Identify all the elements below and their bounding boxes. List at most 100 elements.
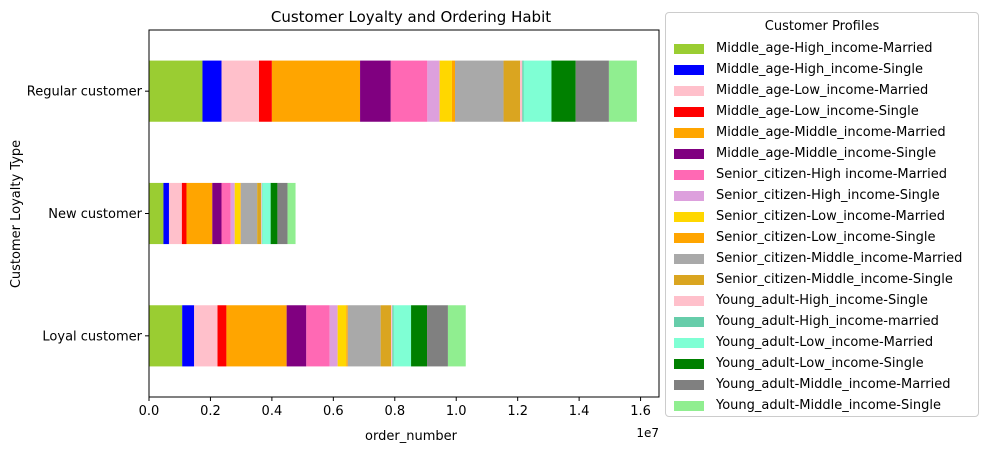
legend-swatch bbox=[674, 169, 704, 180]
legend-item: Young_adult-Low_income-Single bbox=[674, 353, 970, 374]
bar-segment bbox=[181, 182, 187, 245]
legend-swatch bbox=[674, 190, 704, 201]
legend-swatch bbox=[674, 106, 704, 117]
bar-segment bbox=[427, 60, 440, 122]
x-tick-label: 0.6 bbox=[323, 404, 344, 419]
legend-swatch bbox=[674, 85, 704, 96]
legend-label: Middle_age-High_income-Single bbox=[716, 62, 923, 77]
legend-item: Middle_age-Middle_income-Married bbox=[674, 122, 970, 143]
legend-label: Senior_citizen-Low_income-Married bbox=[716, 209, 946, 224]
legend-item: Young_adult-High_income-Single bbox=[674, 290, 970, 311]
legend-items: Middle_age-High_income-Married Middle_age… bbox=[674, 38, 970, 416]
legend-item: Senior_citizen-High income-Married bbox=[674, 164, 970, 185]
legend-label: Middle_age-High_income-Married bbox=[716, 41, 933, 56]
bar-segment bbox=[217, 305, 227, 367]
bar-segment bbox=[337, 305, 347, 367]
legend-label: Senior_citizen-High_income-Single bbox=[716, 188, 940, 203]
legend-swatch bbox=[674, 358, 704, 369]
bar-segment bbox=[257, 182, 262, 245]
bar-segment bbox=[149, 182, 164, 245]
bar-segment bbox=[347, 305, 381, 367]
bar-segment bbox=[329, 305, 338, 367]
legend-label: Young_adult-Low_income-Married bbox=[716, 335, 934, 350]
legend-swatch bbox=[674, 400, 704, 411]
x-tick-label: 0.4 bbox=[262, 404, 283, 419]
legend-label: Middle_age-Middle_income-Single bbox=[716, 146, 937, 161]
bar-segment bbox=[261, 182, 263, 245]
y-axis-label: Customer Loyalty Type bbox=[9, 140, 24, 288]
legend-item: Senior_citizen-Middle_income-Married bbox=[674, 248, 970, 269]
bar-segment bbox=[451, 60, 455, 122]
bar-segment bbox=[439, 60, 452, 122]
bar-segment bbox=[390, 60, 428, 122]
x-axis-label: order_number bbox=[365, 429, 458, 444]
legend-item: Young_adult-High_income-married bbox=[674, 311, 970, 332]
bar-segment bbox=[306, 305, 330, 367]
bar-segment bbox=[503, 60, 521, 122]
legend-label: Middle_age-Middle_income-Married bbox=[716, 125, 946, 140]
legend-swatch bbox=[674, 43, 704, 54]
legend-swatch bbox=[674, 295, 704, 306]
bar-segment bbox=[262, 182, 271, 245]
bar-segment bbox=[575, 60, 609, 122]
legend-label: Young_adult-High_income-married bbox=[716, 314, 939, 329]
bar-segment bbox=[608, 60, 637, 122]
x-tick-label: 1.6 bbox=[630, 404, 651, 419]
bar-segment bbox=[393, 305, 412, 367]
bar-segment bbox=[270, 182, 278, 245]
legend-label: Middle_age-Low_income-Married bbox=[716, 83, 929, 98]
bar-segment bbox=[240, 182, 258, 245]
legend-swatch bbox=[674, 379, 704, 390]
legend-swatch bbox=[674, 64, 704, 75]
x-axis: 0.0 0.2 0.4 0.6 0.8 1.0 1.2 1.4 1.6 bbox=[139, 397, 651, 419]
bar-segment bbox=[258, 60, 272, 122]
legend-label: Middle_age-Low_income-Single bbox=[716, 104, 919, 119]
bar-segment bbox=[230, 182, 235, 245]
legend-item: Middle_age-High_income-Married bbox=[674, 38, 970, 59]
x-tick-label: 0.2 bbox=[200, 404, 221, 419]
bar-segment bbox=[455, 60, 504, 122]
legend-label: Young_adult-High_income-Single bbox=[716, 293, 928, 308]
bar-segment bbox=[149, 60, 203, 122]
bar-segment bbox=[392, 305, 394, 367]
legend-swatch bbox=[674, 253, 704, 264]
bar-segment bbox=[226, 305, 287, 367]
legend-swatch bbox=[674, 211, 704, 222]
legend-item: Senior_citizen-Middle_income-Single bbox=[674, 269, 970, 290]
bar-segment bbox=[186, 182, 213, 245]
legend-item: Young_adult-Middle_income-Married bbox=[674, 374, 970, 395]
bar-segment bbox=[346, 305, 348, 367]
bar-segment bbox=[447, 305, 466, 367]
x-tick-label: 0.0 bbox=[139, 404, 160, 419]
legend-item: Middle_age-Middle_income-Single bbox=[674, 143, 970, 164]
y-tick-label: Regular customer bbox=[27, 85, 143, 100]
bar-segment bbox=[202, 60, 222, 122]
bar-segment bbox=[221, 182, 231, 245]
bar-segment bbox=[221, 60, 259, 122]
legend-label: Senior_citizen-Low_income-Single bbox=[716, 230, 936, 245]
legend-label: Young_adult-Middle_income-Single bbox=[716, 398, 941, 413]
legend-item: Young_adult-Low_income-Married bbox=[674, 332, 970, 353]
y-tick-label: New customer bbox=[48, 207, 142, 222]
legend-item: Middle_age-Low_income-Married bbox=[674, 80, 970, 101]
legend-item: Young_adult-Middle_income-Single bbox=[674, 395, 970, 416]
bar-segment bbox=[360, 60, 391, 122]
x-tick-label: 1.2 bbox=[507, 404, 528, 419]
bar-segment bbox=[277, 182, 288, 245]
legend-swatch bbox=[674, 127, 704, 138]
x-tick-label: 1.4 bbox=[569, 404, 590, 419]
bar-segment bbox=[391, 305, 393, 367]
bars-group bbox=[149, 60, 637, 367]
bar-segment bbox=[411, 305, 428, 367]
legend-label: Senior_citizen-High income-Married bbox=[716, 167, 947, 182]
x-tick-label: 0.8 bbox=[384, 404, 405, 419]
x-tick-label: 1.0 bbox=[446, 404, 467, 419]
bar-segment bbox=[163, 182, 169, 245]
legend-label: Senior_citizen-Middle_income-Married bbox=[716, 251, 963, 266]
legend-swatch bbox=[674, 274, 704, 285]
legend-item: Middle_age-High_income-Single bbox=[674, 59, 970, 80]
bar-segment bbox=[182, 305, 195, 367]
bar-segment bbox=[271, 60, 361, 122]
legend-item: Senior_citizen-Low_income-Single bbox=[674, 227, 970, 248]
